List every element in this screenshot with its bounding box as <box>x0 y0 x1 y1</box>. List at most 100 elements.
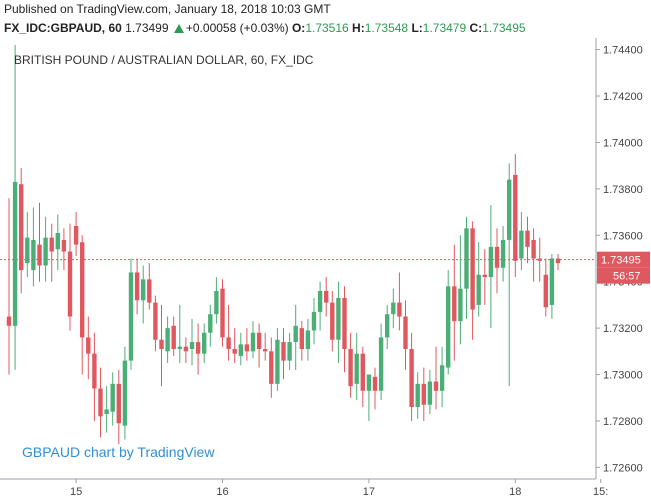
price-tick-label: 1.74400 <box>603 45 643 57</box>
candle <box>330 290 335 352</box>
candle <box>244 328 250 361</box>
price-tick-label: 1.73600 <box>603 230 643 242</box>
candle-body <box>415 383 420 408</box>
candle <box>482 249 487 305</box>
candle <box>43 216 48 282</box>
candle-body <box>43 237 48 266</box>
candle-body <box>25 237 30 264</box>
candle <box>500 226 506 282</box>
countdown-badge-bg <box>597 267 650 284</box>
candle-body <box>281 342 286 361</box>
candle-body <box>372 376 378 391</box>
candlestick-chart[interactable]: 1.74400 1.74200 1.74000 1.73800 1.73600 1.734… <box>0 38 651 498</box>
candle-body <box>543 274 548 308</box>
candle <box>98 367 103 438</box>
candle-body <box>342 297 347 350</box>
candle-body <box>122 360 128 426</box>
candle-body <box>433 381 439 391</box>
candle-body <box>269 351 274 384</box>
chart-title: BRITISH POUND / AUSTRALIAN DOLLAR, 60, F… <box>14 53 314 67</box>
candle <box>464 216 469 319</box>
candle <box>531 228 536 282</box>
candle <box>116 369 121 445</box>
candle-body <box>67 251 73 317</box>
candle-body <box>275 339 280 384</box>
candle <box>134 258 140 315</box>
candle-body <box>305 330 311 350</box>
candle <box>208 304 213 347</box>
candle <box>220 279 225 347</box>
candle <box>6 198 12 375</box>
price-tick-label: 1.72600 <box>603 462 643 474</box>
candle-body <box>470 228 475 310</box>
candle <box>250 321 256 359</box>
up-arrow-icon <box>173 24 184 33</box>
candle-body <box>391 302 396 315</box>
candle-body <box>488 246 494 278</box>
candle-body <box>482 274 487 278</box>
candle <box>378 323 384 401</box>
candle <box>226 304 231 361</box>
candle <box>299 321 304 361</box>
candle-body <box>214 290 219 315</box>
change-value: +0.00058 (+0.03%) <box>185 21 289 35</box>
candle <box>427 369 433 415</box>
candle <box>366 374 372 421</box>
candle <box>122 346 128 440</box>
candle <box>433 346 439 410</box>
candle-body <box>98 388 103 417</box>
candle <box>263 332 268 361</box>
candle <box>202 323 207 363</box>
candle-body <box>165 328 170 352</box>
candle-body <box>500 239 506 268</box>
candle <box>19 167 24 294</box>
candle <box>439 346 445 408</box>
candle <box>336 281 341 363</box>
price-tick-label: 1.73000 <box>603 370 643 382</box>
candle-body <box>238 344 243 356</box>
candle-body <box>494 246 500 268</box>
countdown-badge-text: 56:57 <box>613 271 641 283</box>
time-tick-label: 15 <box>70 486 82 498</box>
open-value: 1.73516 <box>305 21 349 35</box>
candle <box>403 300 408 370</box>
candle-body <box>397 302 402 317</box>
candle <box>293 304 298 370</box>
candle <box>311 297 317 345</box>
candle <box>238 332 243 366</box>
candle-body <box>86 337 91 354</box>
candle <box>232 328 237 363</box>
candle-body <box>110 383 115 412</box>
candle-body <box>446 286 451 368</box>
low-value: 1.73479 <box>422 21 467 35</box>
candle-body <box>208 314 213 333</box>
candle <box>269 337 274 398</box>
high-label: H: <box>352 21 365 35</box>
time-tick-label: 18 <box>509 486 521 498</box>
candle-body <box>12 181 18 326</box>
candle <box>275 328 280 391</box>
candle-body <box>263 349 268 352</box>
candle <box>110 372 115 426</box>
candle-body <box>116 383 121 424</box>
candle <box>49 223 54 282</box>
candle <box>256 323 262 368</box>
candle-body <box>287 342 292 361</box>
candle <box>452 244 457 361</box>
close-value: 1.73495 <box>482 21 526 35</box>
candle-body <box>525 230 530 247</box>
candle <box>360 346 365 408</box>
candle-body <box>507 179 512 240</box>
candle-body <box>256 332 262 350</box>
last-price-badge-bg <box>597 251 650 268</box>
last-price: 1.73499 <box>125 21 169 35</box>
time-axis[interactable]: 15 16 17 18 15: <box>70 479 608 498</box>
candle-body <box>330 302 335 340</box>
candle <box>409 332 414 421</box>
candle-body <box>220 288 225 338</box>
candle <box>421 367 426 421</box>
candle-body <box>317 290 323 312</box>
candle <box>543 258 548 317</box>
candle-body <box>244 344 250 352</box>
candle <box>324 277 329 317</box>
